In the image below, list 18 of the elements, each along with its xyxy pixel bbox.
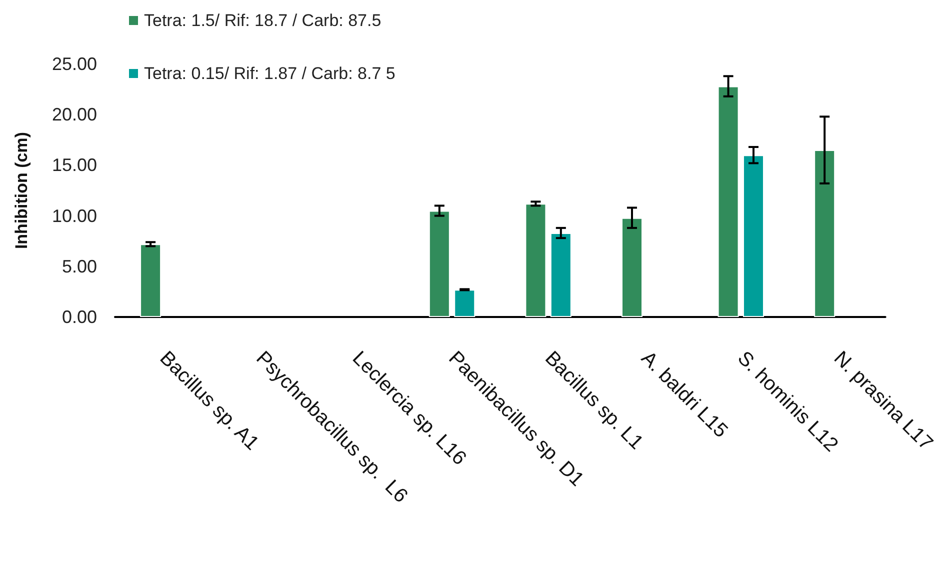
bar: [622, 218, 642, 317]
bar: [550, 233, 572, 317]
y-tick-label: 10.00: [52, 206, 97, 226]
bar: [718, 86, 739, 317]
y-tick-label: 5.00: [62, 256, 97, 276]
bar: [814, 150, 836, 317]
y-tick-label: 15.00: [52, 155, 97, 176]
y-tick-label: 0.00: [62, 307, 97, 327]
legend-label: Tetra: 1.5/ Rif: 18.7 / Carb: 87.5: [144, 11, 382, 30]
y-tick-label: 20.00: [52, 104, 97, 125]
bar: [525, 204, 546, 317]
y-axis-title: Inhibition (cm): [12, 132, 31, 250]
legend-label: Tetra: 0.15/ Rif: 1.87 / Carb: 8.7 5: [144, 64, 396, 83]
bar: [742, 155, 764, 317]
bar: [140, 244, 162, 317]
y-tick-label: 25.00: [52, 54, 97, 74]
bar: [454, 290, 476, 317]
bar: [428, 210, 450, 317]
